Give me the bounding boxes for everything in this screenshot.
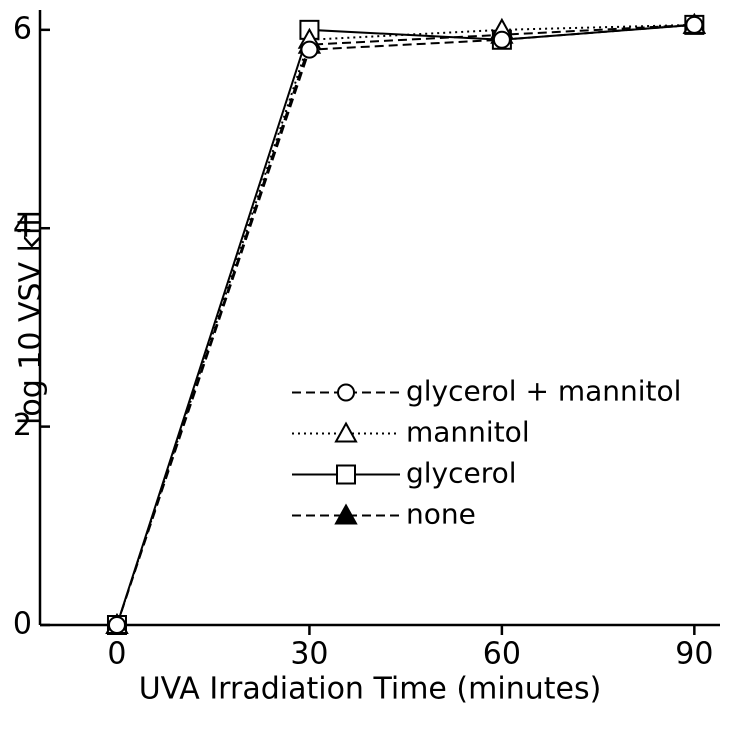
- series-line: [116, 23, 695, 626]
- x-axis-label: UVA Irradiation Time (minutes): [139, 672, 602, 707]
- legend-label: glycerol + mannitol: [406, 375, 681, 408]
- series-line: [116, 23, 695, 626]
- x-tick-label: 90: [675, 637, 713, 672]
- y-tick-label: 0: [13, 607, 32, 642]
- marker: [107, 616, 126, 634]
- legend-marker: [337, 383, 355, 402]
- y-axis-label: log 10 VSV kill: [14, 210, 49, 425]
- legend-label: mannitol: [406, 416, 530, 449]
- legend-marker: [336, 464, 356, 485]
- legend-marker: [334, 421, 358, 443]
- x-tick-label: 0: [107, 637, 126, 672]
- legend-label: none: [406, 498, 476, 531]
- series-line: [116, 23, 695, 626]
- marker: [685, 15, 704, 34]
- y-tick-label: 2: [13, 408, 32, 443]
- x-tick-label: 30: [290, 637, 328, 672]
- x-tick-label: 60: [483, 637, 521, 672]
- series-line: [116, 23, 695, 626]
- y-tick-label: 4: [13, 210, 32, 245]
- marker: [300, 40, 319, 59]
- y-tick-label: 6: [13, 11, 32, 46]
- marker: [492, 30, 511, 49]
- legend-label: glycerol: [406, 457, 517, 490]
- legend-marker: [334, 503, 358, 525]
